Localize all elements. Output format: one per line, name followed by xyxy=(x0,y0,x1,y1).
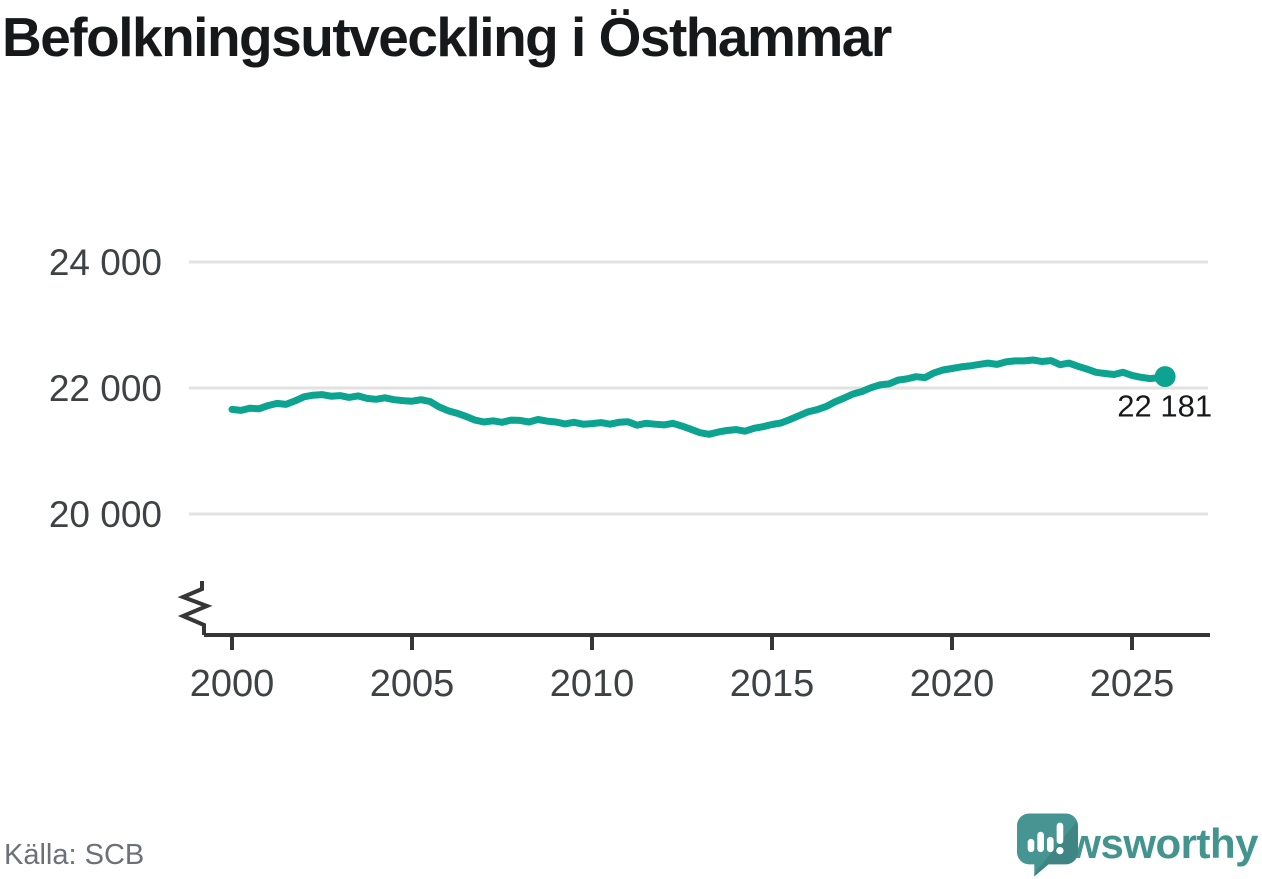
x-axis-ticks xyxy=(230,635,1134,650)
latest-value-marker xyxy=(1154,366,1176,388)
bar-chart-glyph xyxy=(1027,822,1064,855)
page-title: Befolkningsutveckling i Östhammar xyxy=(2,6,892,68)
x-tick-label: 2025 xyxy=(1090,663,1175,705)
brand-footer: Newsworthy xyxy=(1016,811,1259,877)
y-tick-label: 22 000 xyxy=(49,368,162,409)
y-tick-label: 24 000 xyxy=(49,242,162,283)
x-tick-label: 2005 xyxy=(370,663,455,705)
x-tick-label: 2020 xyxy=(910,663,995,705)
x-axis-labels: 2000 2005 2010 2015 2020 2025 xyxy=(190,663,1175,705)
gridlines xyxy=(189,260,1208,516)
population-series-line xyxy=(228,356,1169,438)
x-tick-label: 2000 xyxy=(190,663,275,705)
x-tick-label: 2015 xyxy=(730,663,815,705)
y-axis-labels: 24 000 22 000 20 000 xyxy=(49,242,162,535)
y-tick-label: 20 000 xyxy=(49,494,162,535)
newsworthy-logo-icon xyxy=(1016,813,1078,877)
x-tick-label: 2010 xyxy=(550,663,635,705)
source-note: Källa: SCB xyxy=(4,839,145,871)
x-axis: 2000 2005 2010 2015 2020 2025 xyxy=(177,581,1210,705)
axis-break-icon xyxy=(177,581,213,635)
latest-value-label: 22 181 xyxy=(1117,389,1212,424)
